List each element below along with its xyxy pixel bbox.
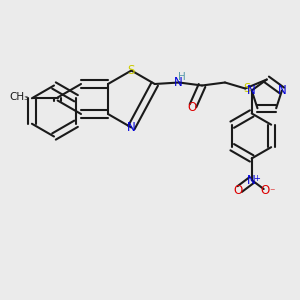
Text: N: N [247, 84, 256, 97]
Text: ⁻: ⁻ [269, 187, 275, 197]
Text: S: S [128, 64, 135, 77]
Text: +: + [254, 174, 260, 183]
Text: O: O [261, 184, 270, 197]
Text: H: H [178, 72, 185, 82]
Text: N: N [127, 121, 136, 134]
Text: N: N [278, 84, 286, 97]
Text: O: O [187, 101, 196, 114]
Text: S: S [243, 82, 250, 95]
Text: N: N [174, 76, 183, 89]
Text: N: N [247, 173, 256, 187]
Text: CH₃: CH₃ [10, 92, 29, 103]
Text: O: O [234, 184, 243, 197]
